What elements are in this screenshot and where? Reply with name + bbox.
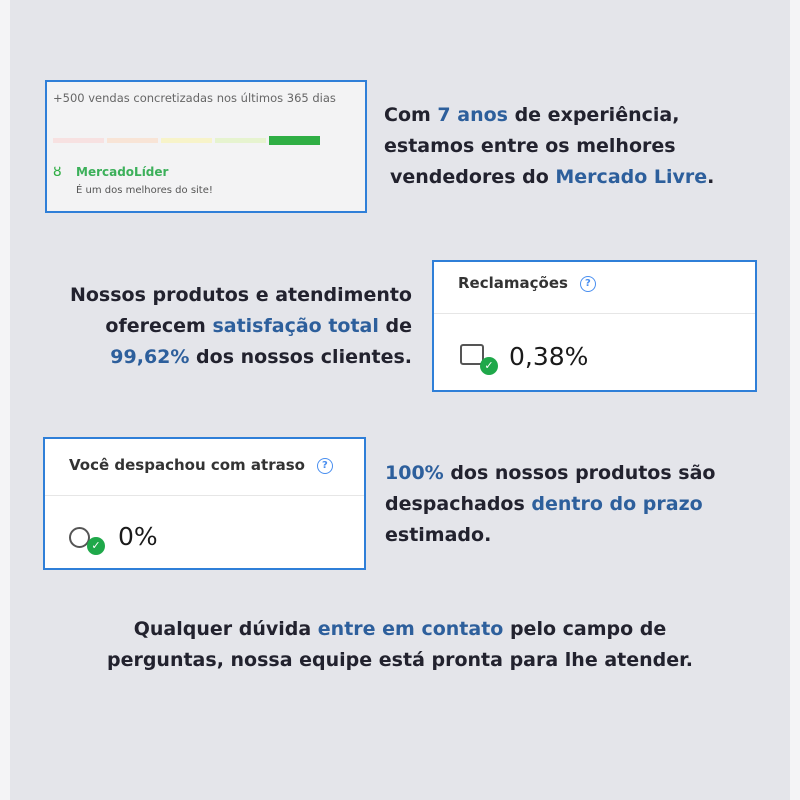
chat-check-icon (460, 344, 484, 365)
delay-value: 0% (118, 522, 158, 551)
complaints-label: Reclamações? (458, 274, 596, 292)
experience-text: Com 7 anos de experiência, estamos entre… (384, 104, 715, 188)
check-icon: ✓ (480, 357, 498, 375)
contact-text: Qualquer dúvida entre em contato pelo ca… (106, 618, 694, 671)
help-icon[interactable]: ? (316, 457, 333, 474)
mercadolider-badge: MercadoLíder (76, 165, 169, 179)
delay-label: Você despachou com atraso? (69, 456, 333, 474)
sales-count: +500 vendas concretizadas nos últimos 36… (53, 91, 336, 105)
badge-subtitle: É um dos melhores do site! (76, 185, 213, 196)
reputation-thermometer (53, 136, 320, 145)
complaints-card: Reclamações? ✓ 0,38% (432, 260, 757, 392)
check-icon: ✓ (87, 537, 105, 555)
dispatch-text: 100% dos nossos produtos são despachados… (385, 462, 716, 546)
seller-reputation-card: +500 vendas concretizadas nos últimos 36… (45, 80, 367, 213)
stopwatch-icon (69, 527, 90, 548)
medal-icon: ȣ (53, 164, 62, 180)
help-icon[interactable]: ? (579, 275, 596, 292)
delay-card: Você despachou com atraso? ✓ 0% (43, 437, 366, 570)
satisfaction-text: Nossos produtos e atendimento oferecem s… (69, 284, 412, 368)
complaints-value: 0,38% (509, 342, 589, 371)
